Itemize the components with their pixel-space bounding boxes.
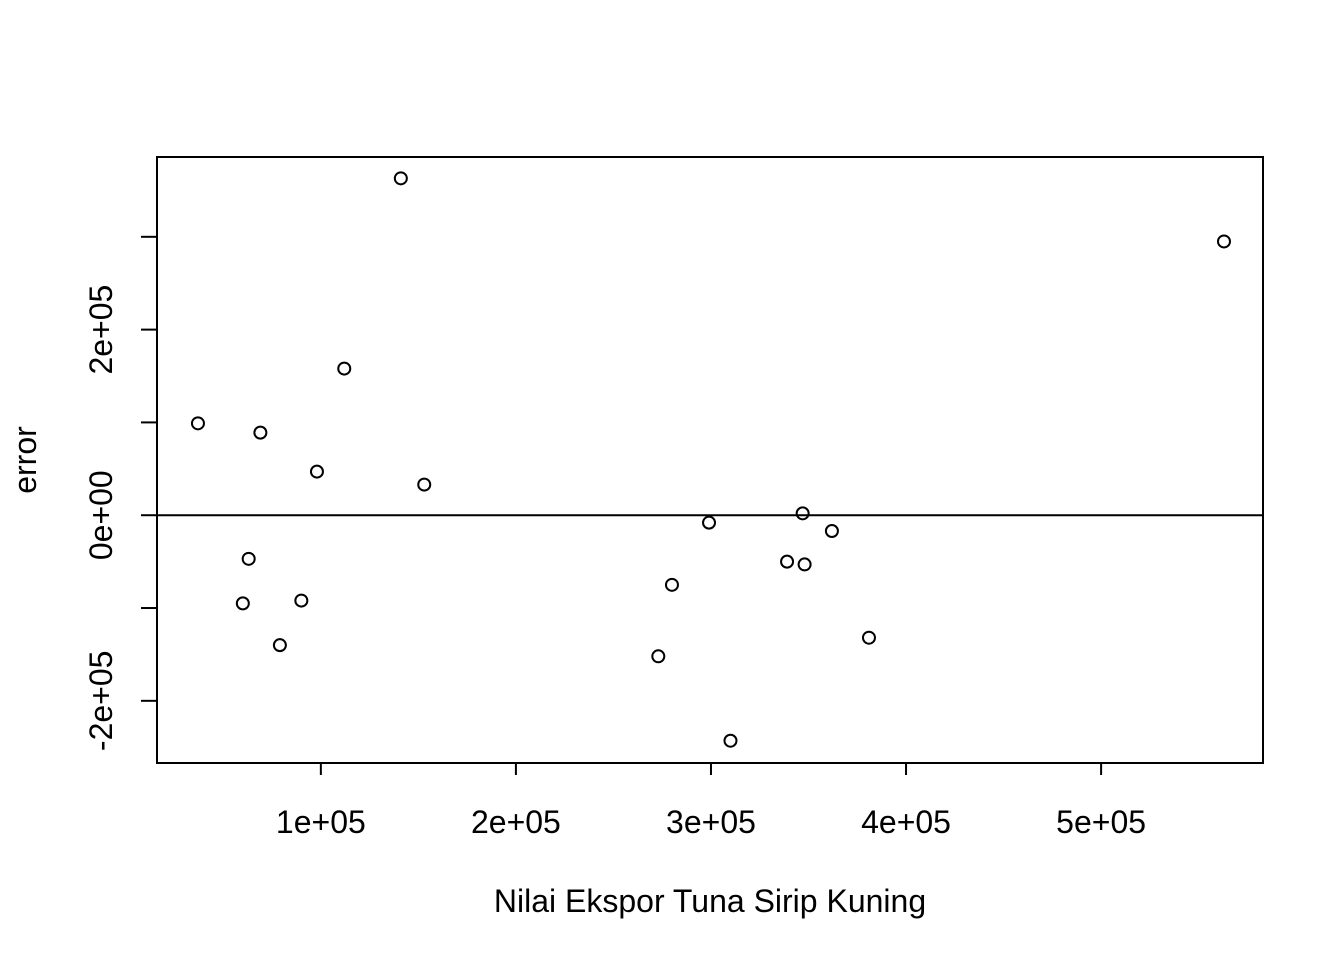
- data-point: [294, 593, 309, 608]
- x-tick-label: 2e+05: [471, 804, 561, 840]
- data-point: [861, 630, 876, 645]
- x-tick-label: 3e+05: [666, 804, 756, 840]
- data-point: [235, 596, 250, 611]
- y-tick-label: 2e+05: [83, 285, 119, 375]
- data-point: [272, 638, 287, 653]
- data-point: [337, 361, 352, 376]
- x-tick-label: 4e+05: [861, 804, 951, 840]
- data-point: [417, 477, 432, 492]
- y-axis: -2e+05 0e+00 2e+05: [83, 235, 157, 752]
- data-point: [309, 464, 324, 479]
- x-tick-label: 1e+05: [276, 804, 366, 840]
- data-point: [824, 523, 839, 538]
- x-axis: 1e+05 2e+05 3e+05 4e+05 5e+05: [276, 763, 1146, 840]
- x-tick-label: 5e+05: [1056, 804, 1146, 840]
- data-point: [723, 733, 738, 748]
- data-point: [190, 416, 205, 431]
- data-point: [241, 551, 256, 566]
- data-points: [190, 171, 1231, 748]
- data-point: [780, 554, 795, 569]
- data-point: [664, 577, 679, 592]
- data-point: [253, 425, 268, 440]
- data-point: [702, 515, 717, 530]
- x-axis-label: Nilai Ekspor Tuna Sirip Kuning: [494, 883, 926, 919]
- data-point: [651, 649, 666, 664]
- y-tick-label: -2e+05: [83, 651, 119, 752]
- data-point: [1216, 234, 1231, 249]
- data-point: [797, 557, 812, 572]
- data-point: [393, 171, 408, 186]
- plot-frame: [156, 156, 1264, 764]
- y-axis-label: error: [7, 426, 43, 494]
- data-point: [795, 506, 810, 521]
- y-tick-label: 0e+00: [83, 470, 119, 560]
